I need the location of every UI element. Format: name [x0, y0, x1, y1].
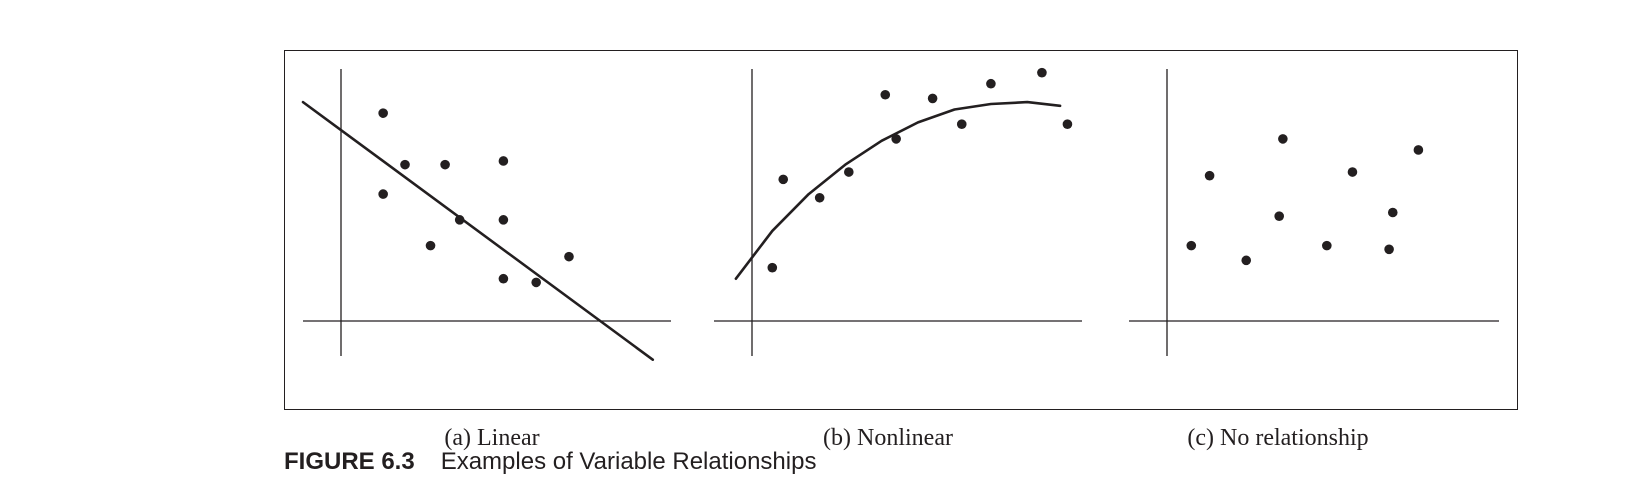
panel-a-data-point	[498, 273, 509, 284]
panel-c-data-point	[1384, 244, 1394, 255]
figure-plots	[301, 67, 1499, 361]
panel-b-data-point	[986, 78, 996, 89]
panel-c-caption: (c) No relationship	[1187, 425, 1369, 451]
panel-a-data-point	[498, 215, 509, 225]
panel-b-data-point	[767, 262, 778, 273]
panel-a-data-point	[564, 251, 574, 262]
panel-b-data-point	[814, 192, 825, 203]
figure-number: FIGURE 6.3	[284, 448, 415, 475]
panel-b-data-point	[778, 174, 789, 185]
panel-a-data-point	[378, 108, 388, 118]
panel-b-trend-curve	[734, 100, 1062, 280]
panel-c-data-point	[1241, 255, 1252, 266]
panel-c-data-point	[1387, 207, 1398, 218]
panel-a-data-point	[400, 159, 410, 170]
panel-b-data-point	[880, 89, 891, 100]
panel-b-data-point	[844, 167, 854, 177]
panel-b-data-point	[891, 134, 901, 144]
panel-b-caption: (b) Nonlinear	[823, 425, 953, 451]
panel-c-data-point	[1322, 240, 1332, 251]
panel-c-data-point	[1204, 170, 1215, 181]
panel-c-data-point	[1278, 134, 1288, 144]
panel-c-data-point	[1347, 167, 1358, 177]
panel-b-data-point	[956, 119, 967, 129]
panel-a-data-point	[531, 277, 541, 288]
panel-a-data-point	[425, 240, 436, 251]
panel-a-data-point	[498, 156, 509, 166]
panel-a-data-point	[454, 215, 465, 225]
figure-frame: (a) Linear (b) Nonlinear (c) No relation…	[284, 50, 1518, 451]
panel-b-data-point	[1037, 67, 1047, 78]
panel-a-data-point	[440, 159, 450, 170]
figure-title: Examples of Variable Relationships	[440, 448, 817, 475]
panel-b-data-point	[1062, 119, 1073, 129]
panel-a-data-point	[378, 189, 388, 199]
panel-c-data-point	[1186, 240, 1197, 251]
panel-c-data-point	[1413, 145, 1424, 155]
panel-a-caption: (a) Linear	[444, 425, 540, 451]
panel-a-trend-line	[301, 100, 655, 361]
panel-b-data-point	[927, 93, 938, 104]
panel-c-data-point	[1274, 211, 1284, 221]
figure-caption: FIGURE 6.3 Examples of Variable Relations…	[284, 448, 816, 476]
